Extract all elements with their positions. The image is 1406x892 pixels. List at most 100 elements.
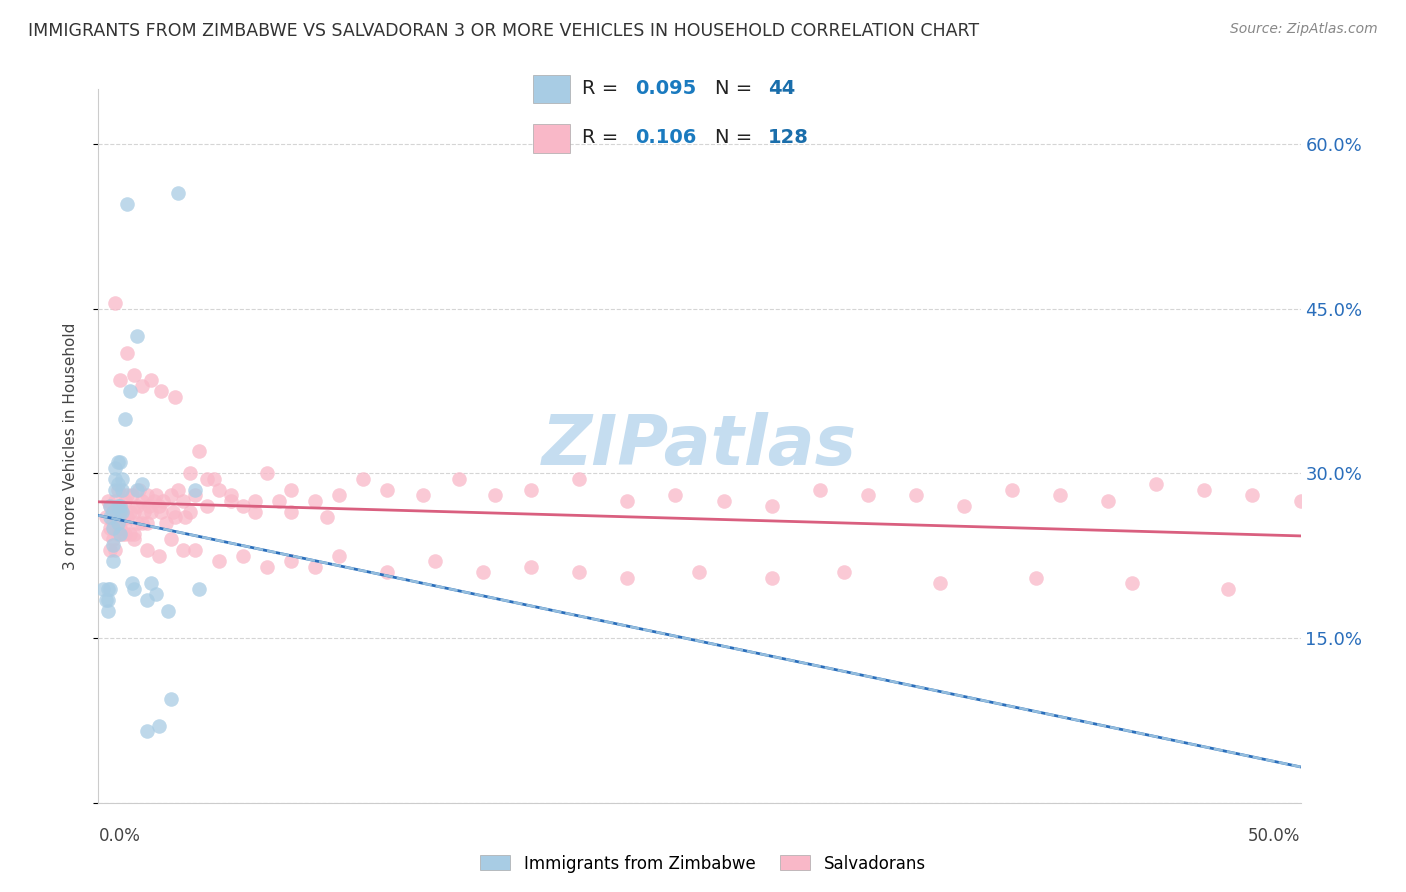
Immigrants from Zimbabwe — [107, 477, 129, 491]
Salvadorans — [131, 378, 153, 392]
Immigrants from Zimbabwe — [135, 724, 157, 739]
Immigrants from Zimbabwe — [111, 505, 134, 519]
Salvadorans — [155, 516, 177, 530]
Salvadorans — [195, 472, 218, 486]
Salvadorans — [616, 494, 638, 508]
Immigrants from Zimbabwe — [101, 505, 124, 519]
Salvadorans — [172, 543, 194, 558]
Salvadorans — [118, 505, 141, 519]
Salvadorans — [159, 533, 181, 547]
FancyBboxPatch shape — [533, 75, 569, 103]
Salvadorans — [145, 488, 167, 502]
Salvadorans — [280, 483, 302, 497]
Salvadorans — [108, 516, 131, 530]
FancyBboxPatch shape — [533, 124, 569, 153]
Salvadorans — [208, 554, 231, 568]
Salvadorans — [135, 488, 157, 502]
Salvadorans — [179, 505, 201, 519]
Immigrants from Zimbabwe — [94, 592, 117, 607]
Salvadorans — [141, 373, 163, 387]
Salvadorans — [568, 472, 591, 486]
Immigrants from Zimbabwe — [166, 186, 188, 201]
Text: R =: R = — [582, 79, 624, 98]
Salvadorans — [713, 494, 735, 508]
Salvadorans — [117, 510, 139, 524]
Salvadorans — [117, 488, 139, 502]
Immigrants from Zimbabwe — [101, 521, 124, 535]
Salvadorans — [328, 549, 350, 563]
Salvadorans — [148, 549, 170, 563]
Salvadorans — [520, 559, 543, 574]
Salvadorans — [808, 483, 831, 497]
Immigrants from Zimbabwe — [108, 526, 131, 541]
Salvadorans — [1049, 488, 1071, 502]
Salvadorans — [104, 494, 127, 508]
Salvadorans — [1241, 488, 1264, 502]
Salvadorans — [232, 549, 254, 563]
Salvadorans — [107, 516, 129, 530]
Salvadorans — [1289, 494, 1312, 508]
Immigrants from Zimbabwe — [111, 472, 134, 486]
Salvadorans — [208, 483, 231, 497]
Salvadorans — [761, 571, 783, 585]
Salvadorans — [1194, 483, 1216, 497]
Immigrants from Zimbabwe — [101, 538, 124, 552]
Salvadorans — [124, 526, 146, 541]
Salvadorans — [114, 516, 136, 530]
Immigrants from Zimbabwe — [100, 582, 122, 596]
Salvadorans — [188, 444, 211, 458]
Salvadorans — [152, 494, 174, 508]
Salvadorans — [100, 543, 122, 558]
Salvadorans — [101, 505, 124, 519]
Salvadorans — [928, 576, 950, 591]
Salvadorans — [100, 521, 122, 535]
Text: N =: N = — [716, 79, 759, 98]
Immigrants from Zimbabwe — [125, 329, 148, 343]
Immigrants from Zimbabwe — [145, 587, 167, 601]
Immigrants from Zimbabwe — [107, 500, 129, 514]
Salvadorans — [149, 384, 172, 398]
Salvadorans — [856, 488, 879, 502]
Salvadorans — [219, 494, 242, 508]
Salvadorans — [375, 566, 398, 580]
Immigrants from Zimbabwe — [121, 576, 143, 591]
Salvadorans — [108, 500, 131, 514]
Salvadorans — [267, 494, 290, 508]
Salvadorans — [101, 516, 124, 530]
Salvadorans — [280, 505, 302, 519]
Salvadorans — [412, 488, 434, 502]
Text: 128: 128 — [768, 128, 808, 147]
Salvadorans — [131, 516, 153, 530]
Salvadorans — [166, 483, 188, 497]
Immigrants from Zimbabwe — [135, 592, 157, 607]
Salvadorans — [111, 510, 134, 524]
Salvadorans — [664, 488, 686, 502]
Salvadorans — [183, 543, 205, 558]
Salvadorans — [1097, 494, 1119, 508]
Salvadorans — [104, 505, 127, 519]
Immigrants from Zimbabwe — [131, 477, 153, 491]
Salvadorans — [142, 494, 165, 508]
Salvadorans — [832, 566, 855, 580]
Salvadorans — [568, 566, 591, 580]
Salvadorans — [1121, 576, 1143, 591]
Salvadorans — [1001, 483, 1024, 497]
Immigrants from Zimbabwe — [108, 455, 131, 469]
Salvadorans — [328, 488, 350, 502]
Legend: Immigrants from Zimbabwe, Salvadorans: Immigrants from Zimbabwe, Salvadorans — [474, 848, 932, 880]
Immigrants from Zimbabwe — [100, 500, 122, 514]
Text: 0.106: 0.106 — [634, 128, 696, 147]
Salvadorans — [232, 500, 254, 514]
Salvadorans — [195, 500, 218, 514]
Salvadorans — [315, 510, 337, 524]
Immigrants from Zimbabwe — [111, 483, 134, 497]
Text: 50.0%: 50.0% — [1249, 827, 1301, 845]
Salvadorans — [520, 483, 543, 497]
Salvadorans — [183, 488, 205, 502]
Salvadorans — [107, 526, 129, 541]
Salvadorans — [280, 554, 302, 568]
Salvadorans — [219, 488, 242, 502]
Immigrants from Zimbabwe — [100, 510, 122, 524]
Salvadorans — [159, 488, 181, 502]
Salvadorans — [114, 526, 136, 541]
